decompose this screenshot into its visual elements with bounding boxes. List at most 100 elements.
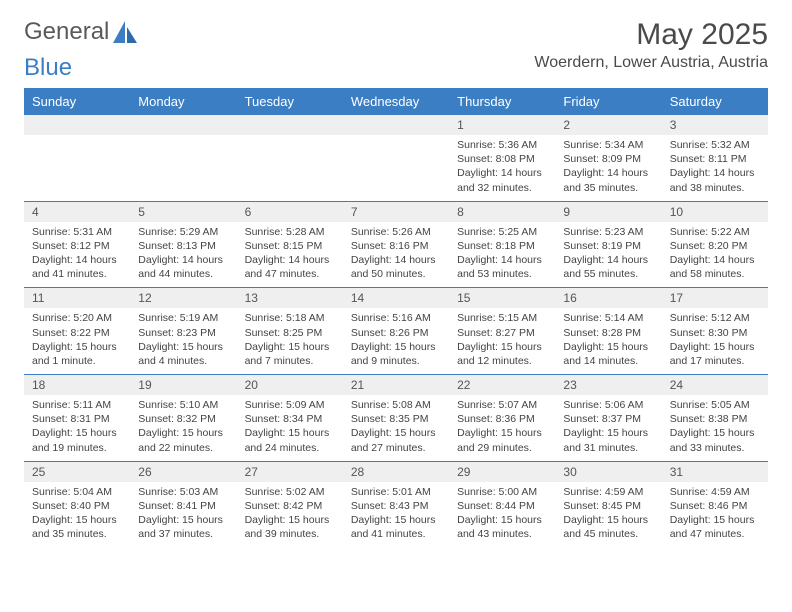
sunrise-text: Sunrise: 5:36 AM — [457, 138, 547, 152]
day-cell: 15Sunrise: 5:15 AMSunset: 8:27 PMDayligh… — [449, 288, 555, 374]
sunrise-text: Sunrise: 5:19 AM — [138, 311, 228, 325]
daylight-text: Daylight: 14 hours and 32 minutes. — [457, 166, 547, 194]
sunset-text: Sunset: 8:34 PM — [245, 412, 335, 426]
title-block: May 2025 Woerdern, Lower Austria, Austri… — [534, 18, 768, 72]
sunset-text: Sunset: 8:40 PM — [32, 499, 122, 513]
sunrise-text: Sunrise: 5:08 AM — [351, 398, 441, 412]
sunset-text: Sunset: 8:36 PM — [457, 412, 547, 426]
day-cell — [237, 115, 343, 201]
daylight-text: Daylight: 14 hours and 53 minutes. — [457, 253, 547, 281]
sunrise-text: Sunrise: 4:59 AM — [670, 485, 760, 499]
sunset-text: Sunset: 8:16 PM — [351, 239, 441, 253]
week-row: 25 Sunrise: 5:04 AMSunset: 8:40 PM Dayligh… — [24, 461, 768, 548]
daylight-text: Daylight: 15 hours and 4 minutes. — [138, 340, 228, 368]
sunrise-text: Sunrise: 5:01 AM — [351, 485, 441, 499]
daylight-text: Daylight: 15 hours and 22 minutes. — [138, 426, 228, 454]
day-body: Sunrise: 5:19 AMSunset: 8:23 PMDaylight:… — [130, 308, 236, 374]
sunset-text: Sunset: 8:46 PM — [670, 499, 760, 513]
day-number: 6 — [237, 202, 343, 222]
day-cell: 14Sunrise: 5:16 AMSunset: 8:26 PMDayligh… — [343, 288, 449, 374]
sunrise-text: Sunrise: 5:04 AM — [32, 485, 122, 499]
day-body: Sunrise: 5:00 AMSunset: 8:44 PMDaylight:… — [449, 482, 555, 548]
day-body: Sunrise: 5:28 AMSunset: 8:15 PMDaylight:… — [237, 222, 343, 288]
sunset-text: Sunset: 8:20 PM — [670, 239, 760, 253]
daylight-text: Daylight: 15 hours and 41 minutes. — [351, 513, 441, 541]
daylight-text: Daylight: 15 hours and 45 minutes. — [563, 513, 653, 541]
day-number: 2 — [555, 115, 661, 135]
day-body: Sunrise: 5:29 AMSunset: 8:13 PMDaylight:… — [130, 222, 236, 288]
weekday-tuesday: Tuesday — [237, 88, 343, 115]
daylight-text: Daylight: 14 hours and 55 minutes. — [563, 253, 653, 281]
daylight-text: Daylight: 14 hours and 35 minutes. — [563, 166, 653, 194]
sunset-text: Sunset: 8:26 PM — [351, 326, 441, 340]
day-number: 30 — [555, 462, 661, 482]
day-body: Sunrise: 5:10 AMSunset: 8:32 PMDaylight:… — [130, 395, 236, 461]
calendar: Sunday Monday Tuesday Wednesday Thursday… — [24, 88, 768, 547]
daylight-text: Daylight: 15 hours and 43 minutes. — [457, 513, 547, 541]
day-cell: 10Sunrise: 5:22 AMSunset: 8:20 PMDayligh… — [662, 202, 768, 288]
day-number: 7 — [343, 202, 449, 222]
day-body: Sunrise: 5:08 AMSunset: 8:35 PMDaylight:… — [343, 395, 449, 461]
sunrise-text: Sunrise: 5:02 AM — [245, 485, 335, 499]
day-body: Sunrise: 5:06 AMSunset: 8:37 PMDaylight:… — [555, 395, 661, 461]
day-cell: 11Sunrise: 5:20 AMSunset: 8:22 PMDayligh… — [24, 288, 130, 374]
day-number: 25 — [24, 462, 130, 482]
daylight-text: Daylight: 15 hours and 9 minutes. — [351, 340, 441, 368]
day-number: 29 — [449, 462, 555, 482]
logo-sail-icon — [113, 21, 139, 43]
sunrise-text: Sunrise: 5:07 AM — [457, 398, 547, 412]
daylight-text: Daylight: 15 hours and 19 minutes. — [32, 426, 122, 454]
week-row: 11Sunrise: 5:20 AMSunset: 8:22 PMDayligh… — [24, 287, 768, 374]
day-cell: 6Sunrise: 5:28 AMSunset: 8:15 PMDaylight… — [237, 202, 343, 288]
daylight-text: Daylight: 15 hours and 27 minutes. — [351, 426, 441, 454]
sunrise-text: Sunrise: 5:28 AM — [245, 225, 335, 239]
daylight-text: Daylight: 15 hours and 14 minutes. — [563, 340, 653, 368]
daylight-text: Daylight: 15 hours and 47 minutes. — [670, 513, 760, 541]
weekday-header-row: Sunday Monday Tuesday Wednesday Thursday… — [24, 88, 768, 115]
sunset-text: Sunset: 8:23 PM — [138, 326, 228, 340]
sunrise-text: Sunrise: 5:10 AM — [138, 398, 228, 412]
sunset-text: Sunset: 8:32 PM — [138, 412, 228, 426]
day-number: 21 — [343, 375, 449, 395]
sunrise-text: Sunrise: 5:12 AM — [670, 311, 760, 325]
month-title: May 2025 — [534, 18, 768, 52]
daylight-text: Daylight: 15 hours and 31 minutes. — [563, 426, 653, 454]
daylight-text: Daylight: 15 hours and 33 minutes. — [670, 426, 760, 454]
sunset-text: Sunset: 8:41 PM — [138, 499, 228, 513]
daylight-text: Daylight: 15 hours and 24 minutes. — [245, 426, 335, 454]
day-cell: 18Sunrise: 5:11 AMSunset: 8:31 PMDayligh… — [24, 375, 130, 461]
day-number: 1 — [449, 115, 555, 135]
day-body: Sunrise: 5:15 AMSunset: 8:27 PMDaylight:… — [449, 308, 555, 374]
sunset-text: Sunset: 8:43 PM — [351, 499, 441, 513]
day-number: 23 — [555, 375, 661, 395]
day-number: 27 — [237, 462, 343, 482]
sunrise-text: Sunrise: 5:16 AM — [351, 311, 441, 325]
weekday-friday: Friday — [555, 88, 661, 115]
day-number: 11 — [24, 288, 130, 308]
day-body: Sunrise: 4:59 AMSunset: 8:46 PMDaylight:… — [662, 482, 768, 548]
day-body: Sunrise: 5:36 AMSunset: 8:08 PMDaylight:… — [449, 135, 555, 201]
day-number — [343, 115, 449, 135]
day-number: 20 — [237, 375, 343, 395]
day-number: 16 — [555, 288, 661, 308]
sunset-text: Sunset: 8:08 PM — [457, 152, 547, 166]
sunset-text: Sunset: 8:42 PM — [245, 499, 335, 513]
weeks-container: 1Sunrise: 5:36 AMSunset: 8:08 PMDaylight… — [24, 115, 768, 547]
day-cell: 24Sunrise: 5:05 AMSunset: 8:38 PMDayligh… — [662, 375, 768, 461]
day-number: 24 — [662, 375, 768, 395]
sunset-text: Sunset: 8:37 PM — [563, 412, 653, 426]
day-cell: 20Sunrise: 5:09 AMSunset: 8:34 PMDayligh… — [237, 375, 343, 461]
sunset-text: Sunset: 8:30 PM — [670, 326, 760, 340]
day-body: Sunrise: 5:07 AMSunset: 8:36 PMDaylight:… — [449, 395, 555, 461]
logo: General — [24, 18, 139, 46]
day-body: Sunrise: 5:11 AMSunset: 8:31 PMDaylight:… — [24, 395, 130, 461]
day-body: Sunrise: 5:34 AMSunset: 8:09 PMDaylight:… — [555, 135, 661, 201]
day-cell: 31Sunrise: 4:59 AMSunset: 8:46 PMDayligh… — [662, 462, 768, 548]
day-cell: 13Sunrise: 5:18 AMSunset: 8:25 PMDayligh… — [237, 288, 343, 374]
daylight-text: Daylight: 14 hours and 38 minutes. — [670, 166, 760, 194]
sunset-text: Sunset: 8:27 PM — [457, 326, 547, 340]
day-number: 10 — [662, 202, 768, 222]
logo-text-1: General — [24, 18, 109, 46]
sunrise-text: Sunrise: 5:14 AM — [563, 311, 653, 325]
sunrise-text: Sunrise: 5:15 AM — [457, 311, 547, 325]
